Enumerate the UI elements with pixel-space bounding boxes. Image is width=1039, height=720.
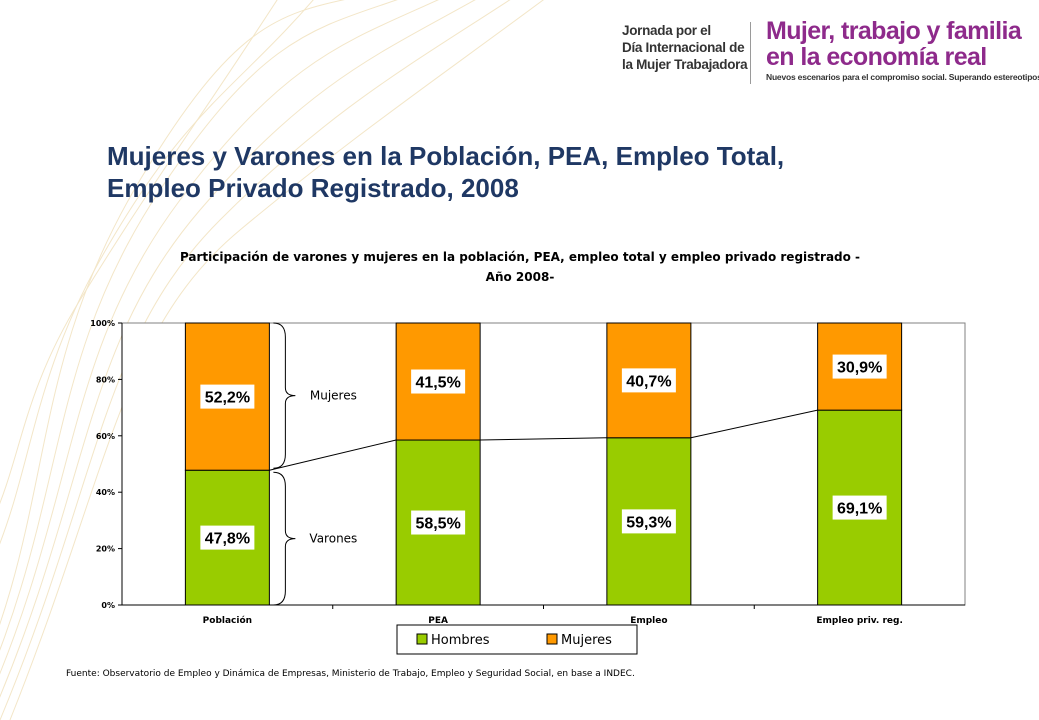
data-label: 30,9%: [837, 360, 882, 377]
x-tick-label: Población: [203, 615, 252, 626]
y-tick-label: 60%: [96, 432, 115, 441]
brace-mujeres: [273, 322, 296, 469]
x-tick-label: Empleo priv. reg.: [816, 616, 903, 626]
bar-mujeres: [395, 322, 481, 441]
data-label: 69,1%: [837, 501, 882, 518]
series-connector-line: [269, 439, 397, 471]
chart-title-line-2: Año 2008-: [485, 270, 555, 284]
series-connector-line: [480, 437, 607, 441]
data-label-box: [200, 384, 255, 409]
event-line-3: la Mujer Trabajadora: [622, 57, 748, 72]
legend-label-mujeres: Mujeres: [561, 633, 612, 648]
data-label: 47,8%: [205, 531, 250, 548]
x-tick-label: PEA: [428, 616, 448, 626]
slide-title: Mujeres y Varones en la Población, PEA, …: [107, 140, 987, 204]
event-line-2: Día Internacional de: [622, 40, 745, 55]
slide-title-line-2: Empleo Privado Registrado, 2008: [107, 173, 519, 203]
brand-title-line-1: Mujer, trabajo y familia: [766, 17, 1022, 45]
data-label-box: [832, 495, 887, 520]
event-line-1: Jornada por el: [622, 23, 711, 38]
brace-varones: [273, 471, 296, 606]
legend-label-hombres: Hombres: [431, 633, 490, 648]
source-note: Fuente: Observatorio de Empleo y Dinámic…: [66, 669, 635, 679]
y-tick-label: 100%: [90, 319, 115, 328]
data-label: 41,5%: [415, 375, 460, 392]
annotation-mujeres: Mujeres: [310, 389, 357, 403]
data-label-box: [411, 369, 466, 394]
data-label-box: [621, 509, 676, 534]
slide-title-line-1: Mujeres y Varones en la Población, PEA, …: [107, 141, 785, 171]
legend: [396, 624, 638, 655]
legend-swatch-hombres: [416, 633, 428, 645]
event-name: Jornada por el Día Internacional de la M…: [622, 22, 748, 73]
data-label: 59,3%: [626, 514, 671, 531]
data-label: 58,5%: [415, 516, 460, 533]
data-label-box: [411, 510, 466, 535]
brand-subtitle: Nuevos escenarios para el compromiso soc…: [766, 72, 1039, 82]
series-connector-line: [690, 409, 818, 439]
chart-title-line-1: Participación de varones y mujeres en la…: [179, 250, 861, 264]
brand-block: Mujer, trabajo y familia en la economía …: [766, 17, 1039, 82]
data-label-box: [200, 525, 255, 550]
y-tick-label: 0%: [101, 601, 115, 610]
brand-title-line-2: en la economía real: [766, 43, 987, 71]
x-tick-label: Empleo: [630, 616, 667, 626]
chart-title: Participación de varones y mujeres en la…: [120, 247, 920, 287]
legend-swatch-mujeres: [546, 633, 558, 645]
y-tick-label: 80%: [96, 375, 115, 384]
data-label: 52,2%: [205, 390, 250, 407]
y-tick-label: 20%: [96, 545, 115, 554]
data-label: 40,7%: [626, 373, 671, 390]
header-divider: [750, 22, 751, 84]
data-label-box: [832, 354, 887, 379]
data-label-box: [621, 368, 676, 393]
annotation-varones: Varones: [309, 532, 357, 546]
y-tick-label: 40%: [96, 488, 115, 497]
